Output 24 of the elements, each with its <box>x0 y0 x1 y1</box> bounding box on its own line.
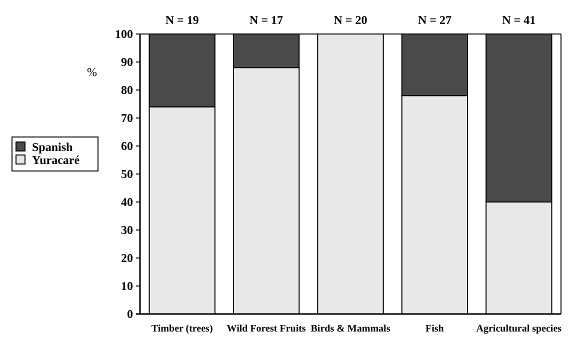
y-tick-label: 20 <box>121 251 133 266</box>
y-tick-label: 100 <box>115 27 133 42</box>
annotation: N = 20 <box>334 13 368 27</box>
y-tick-label: 40 <box>121 195 133 210</box>
y-tick-label: 80 <box>121 83 133 98</box>
y-tick-label: 50 <box>121 167 133 182</box>
x-tick-label: Timber (trees) <box>151 324 213 334</box>
annotation: N = 41 <box>502 13 536 27</box>
x-tick-label: Fish <box>426 324 444 334</box>
legend-label: Yuracaré <box>32 153 80 168</box>
y-tick-label: 70 <box>121 111 133 126</box>
annotation: N = 19 <box>165 13 199 27</box>
y-axis-title: % <box>87 65 97 79</box>
y-tick-label: 0 <box>127 307 133 322</box>
y-tick-label: 30 <box>121 223 133 238</box>
annotation: N = 17 <box>250 13 284 27</box>
annotation: N = 27 <box>418 13 452 27</box>
legend-label: Spanish <box>32 140 74 154</box>
x-tick-label: Agricultural species <box>476 324 562 334</box>
y-tick-label: 10 <box>121 279 133 294</box>
y-tick-label: 90 <box>121 55 133 70</box>
y-tick-label: 60 <box>121 139 133 154</box>
x-tick-label: Wild Forest Fruits <box>226 324 306 334</box>
x-tick-label: Birds & Mammals <box>310 324 390 334</box>
